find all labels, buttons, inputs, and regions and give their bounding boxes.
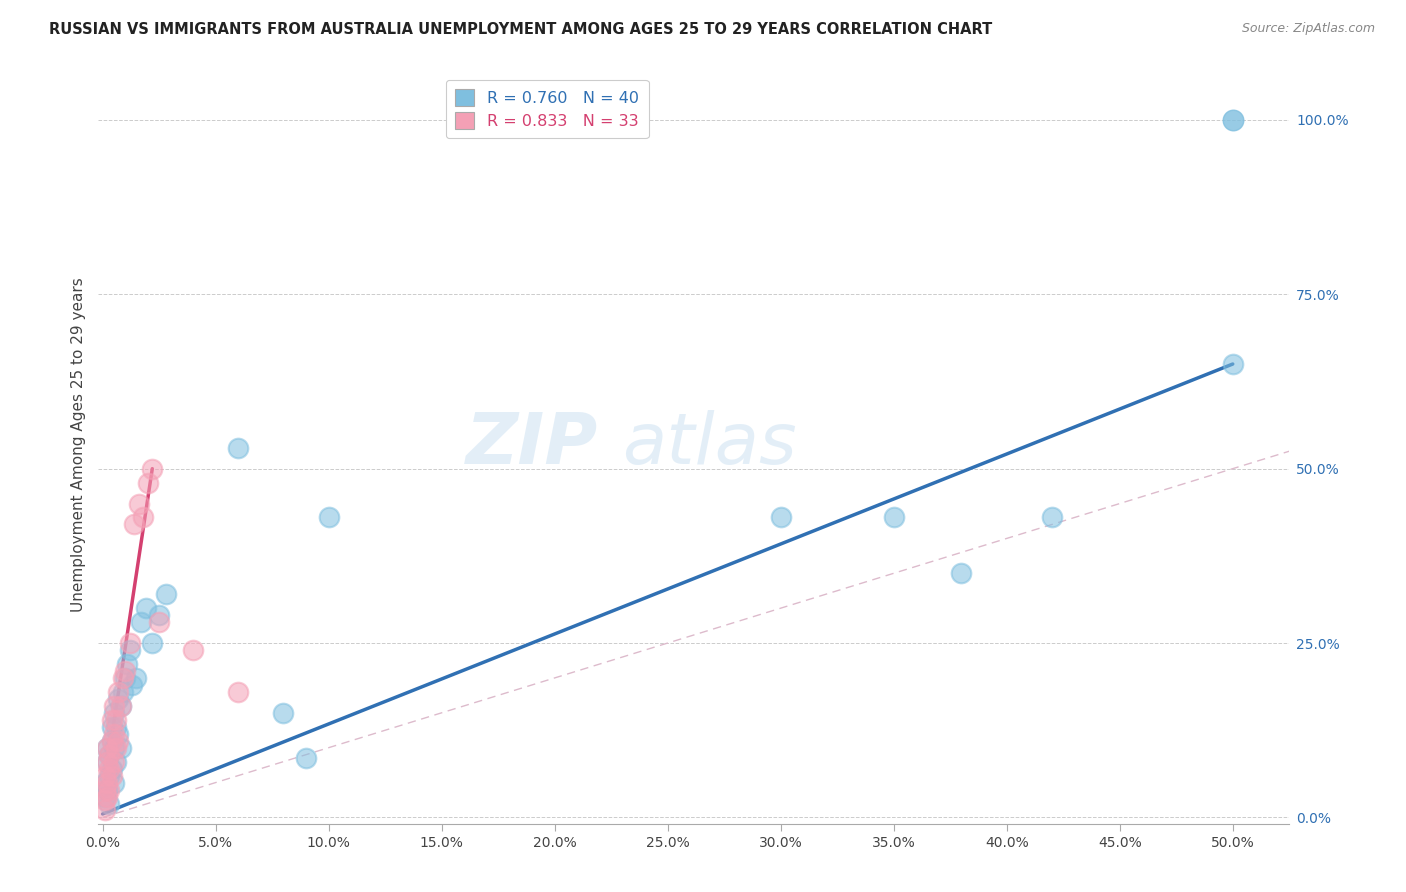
- Point: [134, 601, 156, 615]
- Point: [100, 713, 122, 727]
- Point: [148, 615, 170, 629]
- Point: [100, 762, 122, 776]
- Point: [118, 643, 141, 657]
- Point: [1040, 510, 1063, 524]
- Point: [318, 510, 340, 524]
- Point: [118, 636, 141, 650]
- Point: [103, 706, 125, 720]
- Point: [94, 782, 117, 797]
- Point: [103, 727, 125, 741]
- Point: [122, 517, 145, 532]
- Point: [226, 441, 249, 455]
- Point: [96, 789, 118, 804]
- Point: [103, 775, 125, 789]
- Point: [98, 747, 121, 762]
- Point: [141, 636, 163, 650]
- Point: [105, 740, 128, 755]
- Point: [98, 797, 121, 811]
- Point: [105, 720, 128, 734]
- Point: [110, 698, 132, 713]
- Point: [94, 769, 117, 783]
- Point: [111, 685, 134, 699]
- Point: [883, 510, 905, 524]
- Point: [107, 691, 129, 706]
- Point: [103, 698, 125, 713]
- Point: [273, 706, 295, 720]
- Point: [114, 671, 136, 685]
- Point: [110, 740, 132, 755]
- Point: [136, 475, 159, 490]
- Point: [96, 782, 118, 797]
- Point: [98, 782, 121, 797]
- Point: [950, 566, 973, 581]
- Point: [103, 740, 125, 755]
- Point: [117, 657, 139, 671]
- Text: Source: ZipAtlas.com: Source: ZipAtlas.com: [1241, 22, 1375, 36]
- Point: [128, 497, 150, 511]
- Point: [1222, 357, 1244, 371]
- Point: [141, 461, 163, 475]
- Point: [98, 762, 121, 776]
- Point: [96, 755, 118, 769]
- Point: [226, 685, 249, 699]
- Text: RUSSIAN VS IMMIGRANTS FROM AUSTRALIA UNEMPLOYMENT AMONG AGES 25 TO 29 YEARS CORR: RUSSIAN VS IMMIGRANTS FROM AUSTRALIA UNE…: [49, 22, 993, 37]
- Point: [96, 740, 118, 755]
- Point: [100, 769, 122, 783]
- Point: [96, 740, 118, 755]
- Point: [1222, 112, 1244, 127]
- Point: [100, 720, 122, 734]
- Point: [129, 615, 152, 629]
- Text: atlas: atlas: [623, 409, 797, 479]
- Text: ZIP: ZIP: [467, 409, 599, 479]
- Point: [111, 671, 134, 685]
- Point: [98, 769, 121, 783]
- Point: [100, 733, 122, 747]
- Point: [105, 713, 128, 727]
- Point: [94, 789, 117, 804]
- Point: [181, 643, 204, 657]
- Point: [94, 775, 117, 789]
- Point: [132, 510, 155, 524]
- Y-axis label: Unemployment Among Ages 25 to 29 years: Unemployment Among Ages 25 to 29 years: [72, 277, 86, 612]
- Point: [110, 698, 132, 713]
- Point: [114, 664, 136, 678]
- Point: [94, 804, 117, 818]
- Point: [107, 727, 129, 741]
- Point: [769, 510, 792, 524]
- Legend: R = 0.760   N = 40, R = 0.833   N = 33: R = 0.760 N = 40, R = 0.833 N = 33: [446, 79, 648, 138]
- Point: [105, 755, 128, 769]
- Point: [121, 678, 143, 692]
- Point: [295, 751, 318, 765]
- Point: [148, 608, 170, 623]
- Point: [107, 685, 129, 699]
- Point: [96, 775, 118, 789]
- Point: [98, 747, 121, 762]
- Point: [107, 733, 129, 747]
- Point: [103, 755, 125, 769]
- Point: [100, 733, 122, 747]
- Point: [155, 587, 177, 601]
- Point: [125, 671, 148, 685]
- Point: [94, 793, 117, 807]
- Point: [96, 755, 118, 769]
